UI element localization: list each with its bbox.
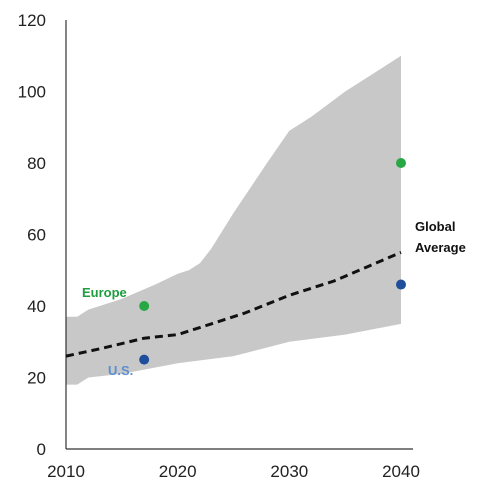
us-point (139, 354, 150, 365)
europe-annotation: Europe (82, 285, 127, 300)
y-tick-label: 60 (27, 226, 46, 245)
global-average-annotation: Global Average (415, 219, 466, 255)
global-average-annotation-line-2: Average (415, 240, 466, 255)
annotations: Global Average Europe U.S. (82, 219, 466, 378)
us-point (396, 279, 406, 290)
y-tick-label: 0 (37, 440, 46, 459)
series-layer (65, 251, 402, 358)
y-tick-label: 100 (18, 83, 46, 102)
y-tick-label: 80 (27, 154, 46, 173)
us-annotation: U.S. (108, 363, 133, 378)
range-band (66, 55, 401, 385)
global-average-annotation-line-1: Global (415, 219, 455, 234)
axes (65, 20, 413, 450)
y-tick-label: 120 (18, 11, 46, 30)
range-band-layer (66, 55, 401, 385)
y-tick-label: 40 (27, 297, 46, 316)
x-tick-label: 2020 (159, 462, 197, 481)
x-tick-label: 2010 (47, 462, 85, 481)
x-tick-label: 2040 (382, 462, 420, 481)
europe-point (139, 301, 150, 311)
x-tick-label: 2030 (270, 462, 308, 481)
point-markers (139, 158, 406, 365)
y-tick-label: 20 (27, 369, 46, 388)
global-average-line (65, 251, 402, 358)
europe-point (396, 158, 406, 168)
